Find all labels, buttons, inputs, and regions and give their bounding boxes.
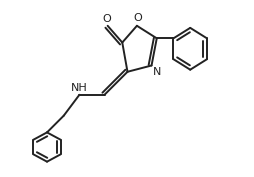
Text: N: N — [152, 67, 160, 76]
Text: NH: NH — [70, 83, 87, 93]
Text: O: O — [102, 14, 110, 24]
Text: O: O — [133, 13, 142, 23]
